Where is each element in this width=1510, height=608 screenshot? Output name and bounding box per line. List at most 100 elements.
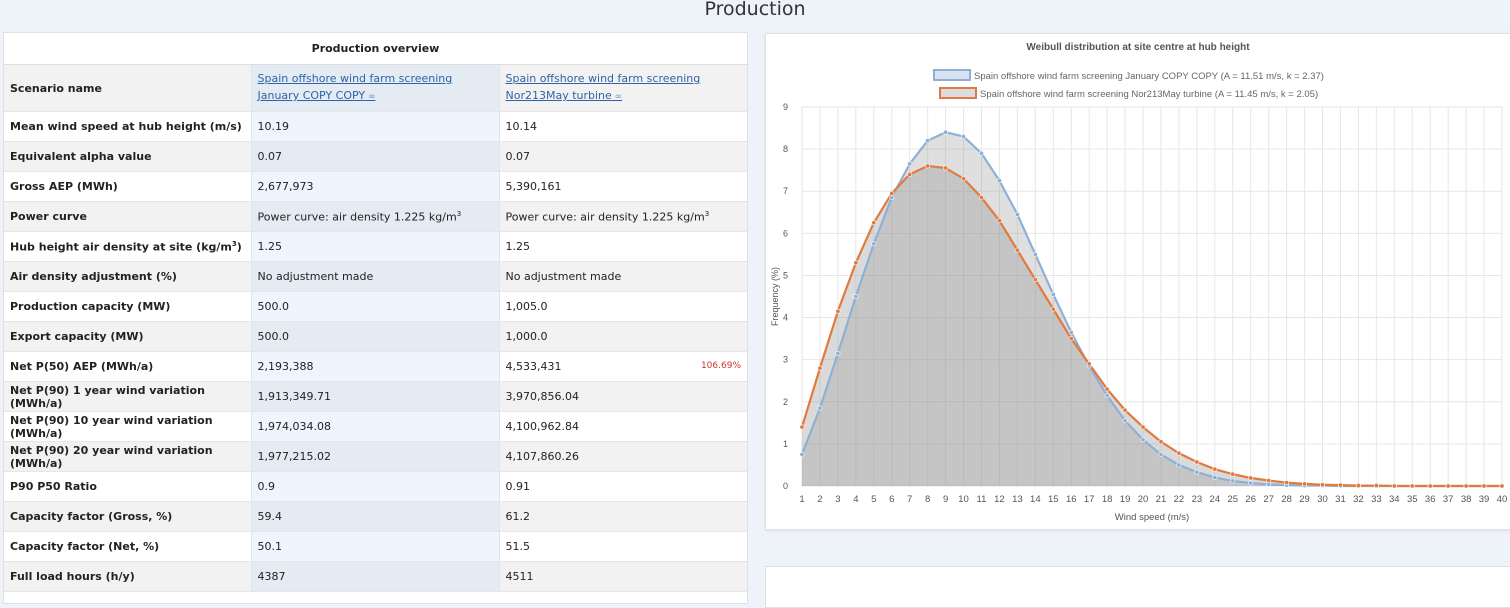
secondary-card: [765, 566, 1510, 608]
x-tick-label: 27: [1263, 494, 1274, 505]
data-point: [961, 133, 967, 139]
x-tick-label: 4: [853, 494, 858, 505]
data-point: [871, 220, 877, 226]
x-tick-label: 15: [1048, 494, 1059, 505]
row-label-text: Hub height air density at site (kg/m: [10, 240, 232, 254]
cell-value: 1,974,034.08: [257, 420, 331, 433]
row-label-text: Gross AEP (MWh): [10, 180, 118, 193]
cell-value: 4511: [505, 570, 534, 583]
x-tick-label: 1: [799, 494, 804, 505]
scenario-2-cell: 3,970,856.04: [499, 381, 747, 412]
data-point: [817, 365, 823, 371]
row-label: Hub height air density at site (kg/m3): [4, 231, 252, 262]
row-label-text: Power curve: [10, 210, 87, 223]
table-row: Power curve Power curve: air density 1.22…: [4, 201, 747, 232]
row-label: Net P(50) AEP (MWh/a): [4, 351, 252, 382]
row-label-text: Capacity factor (Gross, %): [10, 510, 173, 523]
y-tick-label: 0: [783, 481, 788, 491]
table-row: Export capacity (MW) 500.0 1,000.0: [4, 321, 747, 352]
table-row: P90 P50 Ratio 0.9 0.91: [4, 471, 747, 502]
cell-value: 4,533,431: [505, 360, 562, 373]
row-label: Full load hours (h/y): [4, 561, 252, 592]
scenario-1-cell: 2,677,973: [251, 171, 500, 202]
x-tick-label: 23: [1192, 494, 1203, 505]
data-point: [925, 163, 931, 169]
y-tick-label: 6: [783, 228, 788, 238]
data-point: [907, 171, 913, 177]
data-point: [1086, 361, 1092, 367]
data-point: [1248, 475, 1254, 481]
x-tick-label: 21: [1156, 494, 1167, 505]
unit-superscript: 3: [704, 209, 710, 218]
row-label-text: P90 P50 Ratio: [10, 480, 97, 493]
data-point: [1481, 483, 1487, 489]
x-tick-label: 40: [1497, 494, 1508, 505]
data-point: [1050, 291, 1056, 297]
cell-value: 1.25: [505, 240, 531, 253]
x-tick-label: 18: [1102, 494, 1113, 505]
data-point: [1140, 437, 1146, 443]
x-tick-label: 33: [1371, 494, 1382, 505]
row-label: Export capacity (MW): [4, 321, 252, 352]
series-area: [802, 132, 1502, 486]
data-point: [996, 218, 1002, 224]
y-axis-label: Frequency (%): [770, 267, 780, 326]
x-tick-label: 25: [1227, 494, 1238, 505]
scenario-2-cell: 4,533,431 106.69%: [499, 351, 747, 382]
data-point: [1427, 483, 1433, 489]
table-row: Mean wind speed at hub height (m/s) 10.19…: [4, 111, 747, 142]
data-point: [1248, 480, 1254, 486]
x-tick-label: 17: [1084, 494, 1095, 505]
cell-value: No adjustment made: [257, 270, 374, 283]
table-title: Production overview: [4, 33, 747, 65]
scenario-1-cell: Power curve: air density 1.225 kg/m3: [251, 201, 500, 232]
x-tick-label: 37: [1443, 494, 1454, 505]
scenario-2-cell: 4511: [499, 561, 747, 592]
cell-value: 1,977,215.02: [257, 450, 331, 463]
cell-value: 0.91: [505, 480, 531, 493]
scenario-1-cell: 0.07: [251, 141, 500, 172]
cell-value: 1.25: [257, 240, 283, 253]
data-point: [1194, 459, 1200, 465]
table-row: Production capacity (MW) 500.0 1,005.0: [4, 291, 747, 322]
scenario-2-cell: 61.2: [499, 501, 747, 532]
x-tick-label: 39: [1479, 494, 1490, 505]
scenario-1-cell: 2,193,388: [251, 351, 500, 382]
x-tick-label: 28: [1281, 494, 1292, 505]
row-label: Production capacity (MW): [4, 291, 252, 322]
row-label: Air density adjustment (%): [4, 261, 252, 292]
row-label: Capacity factor (Gross, %): [4, 501, 252, 532]
production-overview-table: Production overview Scenario name Spain o…: [3, 32, 748, 604]
y-tick-label: 9: [783, 102, 788, 112]
scenario-1-cell: No adjustment made: [251, 261, 500, 292]
x-tick-label: 35: [1407, 494, 1418, 505]
data-point: [1355, 483, 1361, 489]
data-point: [835, 308, 841, 314]
data-point: [1140, 424, 1146, 430]
data-point: [889, 195, 895, 201]
table-row: Net P(90) 10 year wind variation (MWh/a)…: [4, 411, 747, 442]
data-point: [1122, 418, 1128, 424]
data-point: [1104, 386, 1110, 392]
scenario-1-cell: 500.0: [251, 321, 500, 352]
scenario-1-cell: Spain offshore wind farm screening Janua…: [251, 64, 500, 112]
unit-superscript: 3: [456, 209, 462, 218]
x-tick-label: 31: [1335, 494, 1346, 505]
x-tick-label: 24: [1210, 494, 1221, 505]
x-tick-label: 29: [1299, 494, 1310, 505]
row-label: Capacity factor (Net, %): [4, 531, 252, 562]
cell-value: 2,677,973: [257, 180, 314, 193]
scenario-2-cell: Spain offshore wind farm screening Nor21…: [499, 64, 747, 112]
scenario-2-cell: 51.5: [499, 531, 747, 562]
x-tick-label: 10: [958, 494, 969, 505]
row-label-text: Net P(50) AEP (MWh/a): [10, 360, 154, 373]
row-label: Mean wind speed at hub height (m/s): [4, 111, 252, 142]
scenario-2-link[interactable]: Spain offshore wind farm screening Nor21…: [506, 72, 701, 102]
x-tick-label: 9: [943, 494, 948, 505]
scenario-1-cell: 500.0: [251, 291, 500, 322]
scenario-1-link[interactable]: Spain offshore wind farm screening Janua…: [258, 72, 453, 102]
y-tick-label: 4: [783, 313, 788, 323]
row-label: Net P(90) 20 year wind variation (MWh/a): [4, 441, 252, 472]
data-point: [1050, 306, 1056, 312]
data-point: [1445, 483, 1451, 489]
